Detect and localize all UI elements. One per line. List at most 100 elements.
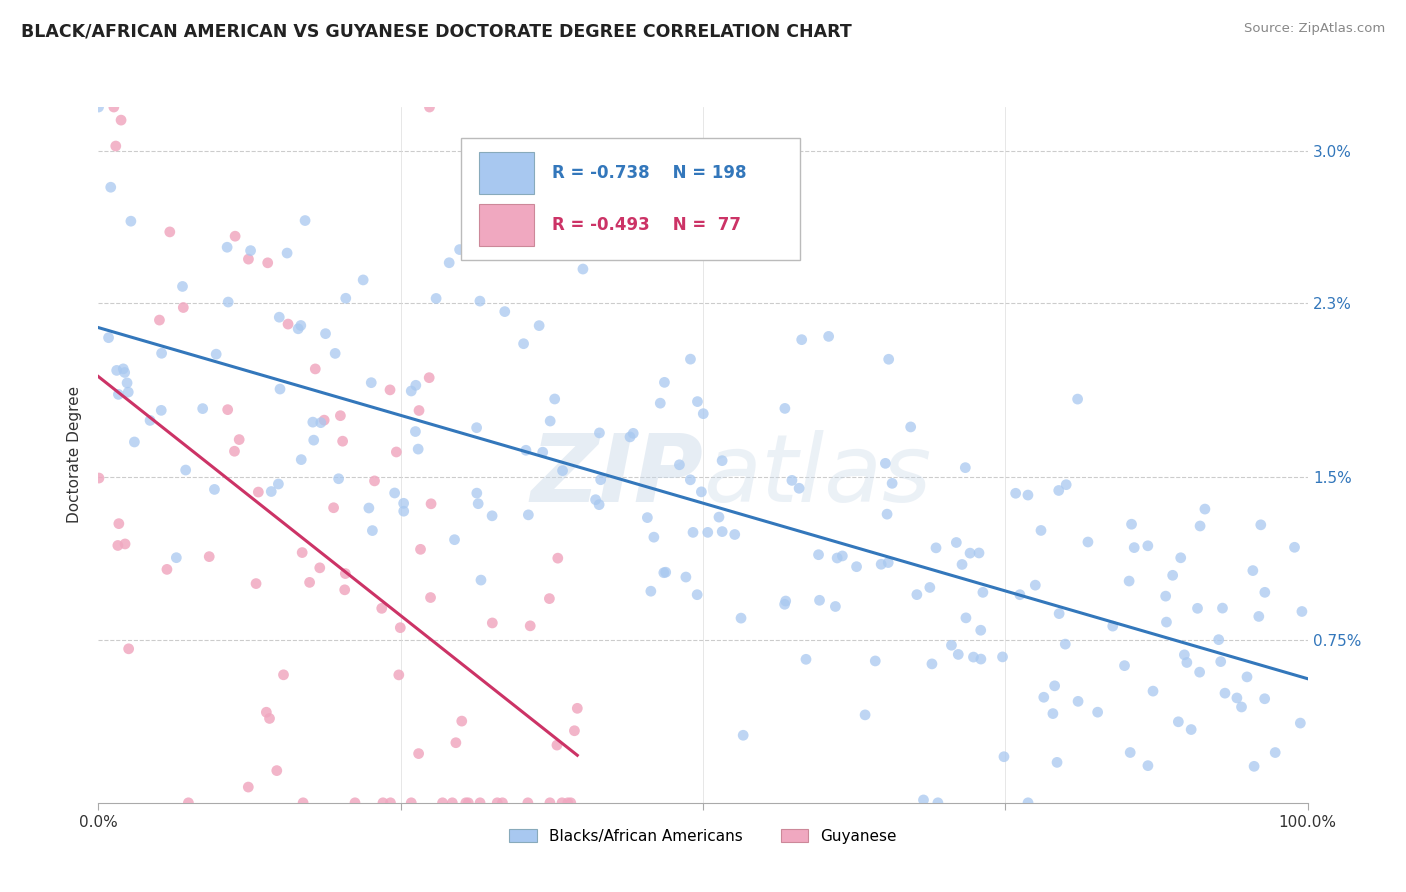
Point [399, 384, 422, 398]
Point [259, 711, 281, 725]
Point [967, 546, 990, 560]
Point [619, 430, 641, 444]
Point [900, 420, 922, 434]
Point [465, 420, 488, 434]
Point [925, 541, 948, 555]
Point [654, 565, 676, 579]
Text: R = -0.738    N = 198: R = -0.738 N = 198 [551, 164, 747, 182]
Point [993, 749, 1015, 764]
Point [204, 483, 226, 497]
Point [292, 796, 315, 810]
Point [690, 484, 713, 499]
Point [538, 796, 561, 810]
Point [1253, 691, 1275, 706]
Point [640, 584, 662, 599]
Point [224, 444, 246, 458]
Point [588, 425, 610, 440]
Point [1101, 619, 1123, 633]
Point [139, 413, 162, 427]
Point [589, 473, 612, 487]
Point [1017, 796, 1039, 810]
Point [290, 452, 312, 467]
Point [567, 701, 589, 715]
Point [384, 486, 406, 500]
Point [363, 474, 385, 488]
Point [962, 650, 984, 665]
Point [444, 736, 467, 750]
Point [392, 496, 415, 510]
Point [970, 652, 993, 666]
Point [117, 385, 139, 400]
Point [115, 376, 138, 390]
Point [1187, 601, 1209, 615]
Point [150, 346, 173, 360]
Point [692, 407, 714, 421]
Point [103, 100, 125, 114]
Point [927, 796, 949, 810]
Point [1077, 535, 1099, 549]
Point [959, 546, 981, 560]
Point [107, 539, 129, 553]
Point [686, 588, 709, 602]
Point [650, 396, 672, 410]
Point [352, 273, 374, 287]
Point [1136, 539, 1159, 553]
Point [486, 796, 509, 810]
Point [1047, 607, 1070, 621]
Point [165, 550, 187, 565]
Point [378, 383, 401, 397]
Text: BLACK/AFRICAN AMERICAN VS GUYANESE DOCTORATE DEGREE CORRELATION CHART: BLACK/AFRICAN AMERICAN VS GUYANESE DOCTO… [21, 22, 852, 40]
Point [371, 796, 394, 810]
Point [406, 442, 429, 456]
Point [516, 796, 538, 810]
Point [1142, 684, 1164, 698]
Point [357, 501, 380, 516]
Point [1136, 758, 1159, 772]
Point [409, 542, 432, 557]
Point [1032, 690, 1054, 705]
Point [825, 551, 848, 566]
Point [304, 362, 326, 376]
Point [711, 453, 734, 467]
Point [682, 525, 704, 540]
Point [302, 433, 325, 447]
Point [418, 100, 440, 114]
Point [652, 566, 675, 580]
Point [551, 464, 574, 478]
Point [389, 621, 412, 635]
Point [724, 527, 747, 541]
Point [385, 445, 408, 459]
Point [1121, 517, 1143, 532]
Point [882, 476, 904, 491]
Point [853, 707, 876, 722]
Point [831, 549, 853, 563]
Point [481, 508, 503, 523]
Point [1236, 670, 1258, 684]
Point [256, 256, 278, 270]
Point [97, 331, 120, 345]
Point [254, 705, 277, 719]
Point [191, 401, 214, 416]
Point [419, 591, 441, 605]
Point [277, 317, 299, 331]
Point [287, 322, 309, 336]
Point [457, 796, 479, 810]
Point [87, 471, 110, 485]
Point [228, 433, 250, 447]
Point [437, 256, 460, 270]
FancyBboxPatch shape [461, 138, 800, 260]
Point [360, 376, 382, 390]
Point [276, 246, 298, 260]
Point [1047, 483, 1070, 498]
Point [120, 214, 142, 228]
Point [273, 668, 295, 682]
Point [538, 414, 561, 428]
Point [1243, 759, 1265, 773]
Point [335, 291, 357, 305]
Point [314, 413, 336, 427]
Text: ZIP: ZIP [530, 430, 703, 522]
Point [491, 796, 513, 810]
Point [1123, 541, 1146, 555]
Point [238, 252, 260, 266]
Point [1230, 700, 1253, 714]
